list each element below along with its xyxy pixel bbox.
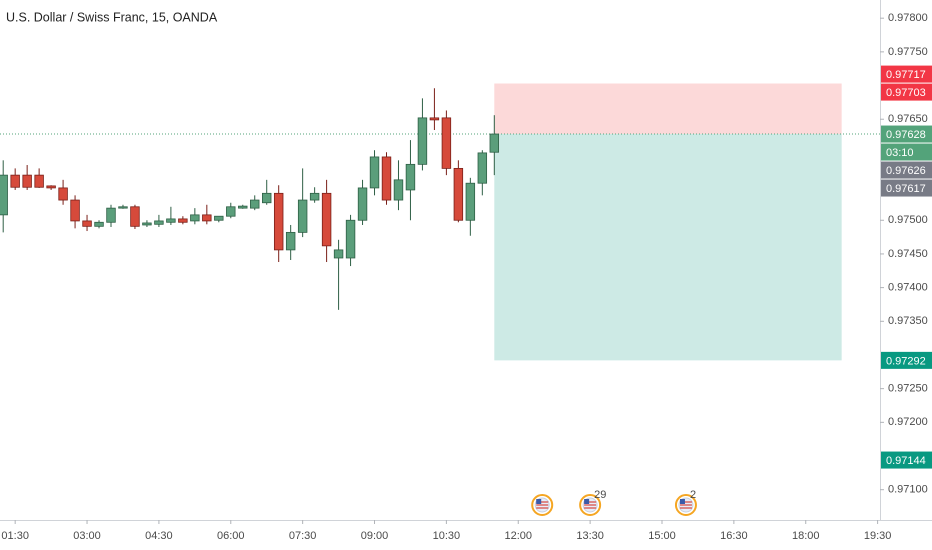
y-tick-label: 0.97450 bbox=[888, 248, 928, 260]
price-label: 0.97717 bbox=[886, 69, 926, 81]
candle-body bbox=[285, 231, 296, 251]
candle-body bbox=[441, 117, 452, 169]
flag-canton bbox=[584, 499, 590, 504]
candle-body bbox=[345, 219, 356, 259]
x-tick-label: 04:30 bbox=[145, 530, 173, 542]
candle-body bbox=[190, 214, 200, 222]
price-label-bg bbox=[881, 83, 932, 101]
price-label: 0.97628 bbox=[886, 129, 926, 141]
price-label-bg bbox=[881, 65, 932, 83]
candle-body bbox=[46, 185, 56, 189]
candle-body bbox=[489, 133, 500, 153]
x-tick-label: 15:00 bbox=[648, 530, 676, 542]
flag-canton bbox=[536, 499, 542, 504]
candle-body bbox=[321, 192, 332, 247]
x-tick-label: 18:00 bbox=[792, 530, 820, 542]
y-tick-label: 0.97400 bbox=[888, 282, 928, 294]
candle-body bbox=[202, 214, 212, 222]
candle-body bbox=[333, 249, 344, 259]
x-tick-label: 09:00 bbox=[361, 530, 389, 542]
candle-body bbox=[106, 207, 116, 223]
candle-body bbox=[369, 156, 380, 189]
x-tick-label: 06:00 bbox=[217, 530, 245, 542]
x-tick-label: 13:30 bbox=[576, 530, 604, 542]
candle-body bbox=[70, 199, 80, 222]
price-label-bg bbox=[881, 351, 932, 369]
flag-canton bbox=[679, 499, 685, 504]
candle-body bbox=[297, 199, 308, 233]
x-tick-label: 10:30 bbox=[433, 530, 461, 542]
target-zone bbox=[494, 134, 842, 361]
candle-body bbox=[226, 206, 236, 217]
countdown-label: 03:10 bbox=[886, 147, 914, 159]
candle-body bbox=[0, 174, 8, 216]
event-icon bbox=[579, 494, 602, 516]
candle-body bbox=[58, 187, 68, 201]
candle-body bbox=[453, 167, 464, 221]
candle-body bbox=[10, 174, 20, 188]
candle-body bbox=[238, 205, 248, 209]
price-label-bg bbox=[881, 125, 932, 143]
candle-body bbox=[393, 179, 404, 201]
chart-title: U.S. Dollar / Swiss Franc, 15, OANDA bbox=[6, 10, 218, 24]
candle-body bbox=[178, 218, 188, 223]
event-count: 2 bbox=[690, 489, 696, 501]
price-label: 0.97292 bbox=[886, 355, 926, 367]
candle-body bbox=[22, 174, 32, 188]
y-tick-label: 0.97200 bbox=[888, 416, 928, 428]
y-tick-label: 0.97250 bbox=[888, 383, 928, 395]
candle-body bbox=[405, 163, 416, 191]
y-tick-label: 0.97800 bbox=[888, 12, 928, 24]
candle-body bbox=[154, 220, 164, 225]
y-tick-label: 0.97350 bbox=[888, 315, 928, 327]
price-label-bg bbox=[881, 451, 932, 469]
x-tick-label: 19:30 bbox=[864, 530, 892, 542]
stop-zone bbox=[494, 83, 842, 135]
y-tick-label: 0.97750 bbox=[888, 46, 928, 58]
y-tick-label: 0.97100 bbox=[888, 484, 928, 496]
candle-body bbox=[118, 206, 128, 209]
candle-body bbox=[381, 156, 392, 201]
event-count: 29 bbox=[594, 489, 606, 501]
y-tick-label: 0.97650 bbox=[888, 113, 928, 125]
x-tick-label: 01:30 bbox=[1, 530, 29, 542]
price-label: 0.97626 bbox=[886, 165, 926, 177]
candle-body bbox=[477, 152, 488, 184]
candle-body bbox=[250, 199, 260, 209]
price-label: 0.97703 bbox=[886, 87, 926, 99]
event-icon bbox=[674, 494, 697, 516]
countdown-label-bg bbox=[881, 143, 932, 161]
candle-body bbox=[417, 117, 428, 165]
candle-body bbox=[309, 192, 320, 201]
candle-body bbox=[214, 215, 224, 221]
candle-body bbox=[142, 222, 152, 226]
x-tick-label: 12:00 bbox=[504, 530, 532, 542]
price-label: 0.97144 bbox=[886, 455, 926, 467]
x-tick-label: 16:30 bbox=[720, 530, 748, 542]
candle-body bbox=[357, 187, 368, 221]
price-label: 0.97617 bbox=[886, 183, 926, 195]
price-label-bg bbox=[881, 179, 932, 197]
candle-body bbox=[82, 220, 92, 227]
candle-body bbox=[94, 221, 104, 227]
candle-body bbox=[166, 218, 176, 223]
candle-body bbox=[273, 192, 284, 251]
candle-body bbox=[429, 117, 440, 121]
x-tick-label: 03:00 bbox=[73, 530, 101, 542]
candle-body bbox=[130, 206, 140, 227]
candle-body bbox=[34, 174, 44, 188]
candle-body bbox=[465, 182, 476, 221]
event-icon bbox=[531, 494, 554, 516]
candle-body bbox=[262, 192, 272, 204]
y-tick-label: 0.97500 bbox=[888, 214, 928, 226]
x-tick-label: 07:30 bbox=[289, 530, 317, 542]
price-label-bg bbox=[881, 161, 932, 179]
